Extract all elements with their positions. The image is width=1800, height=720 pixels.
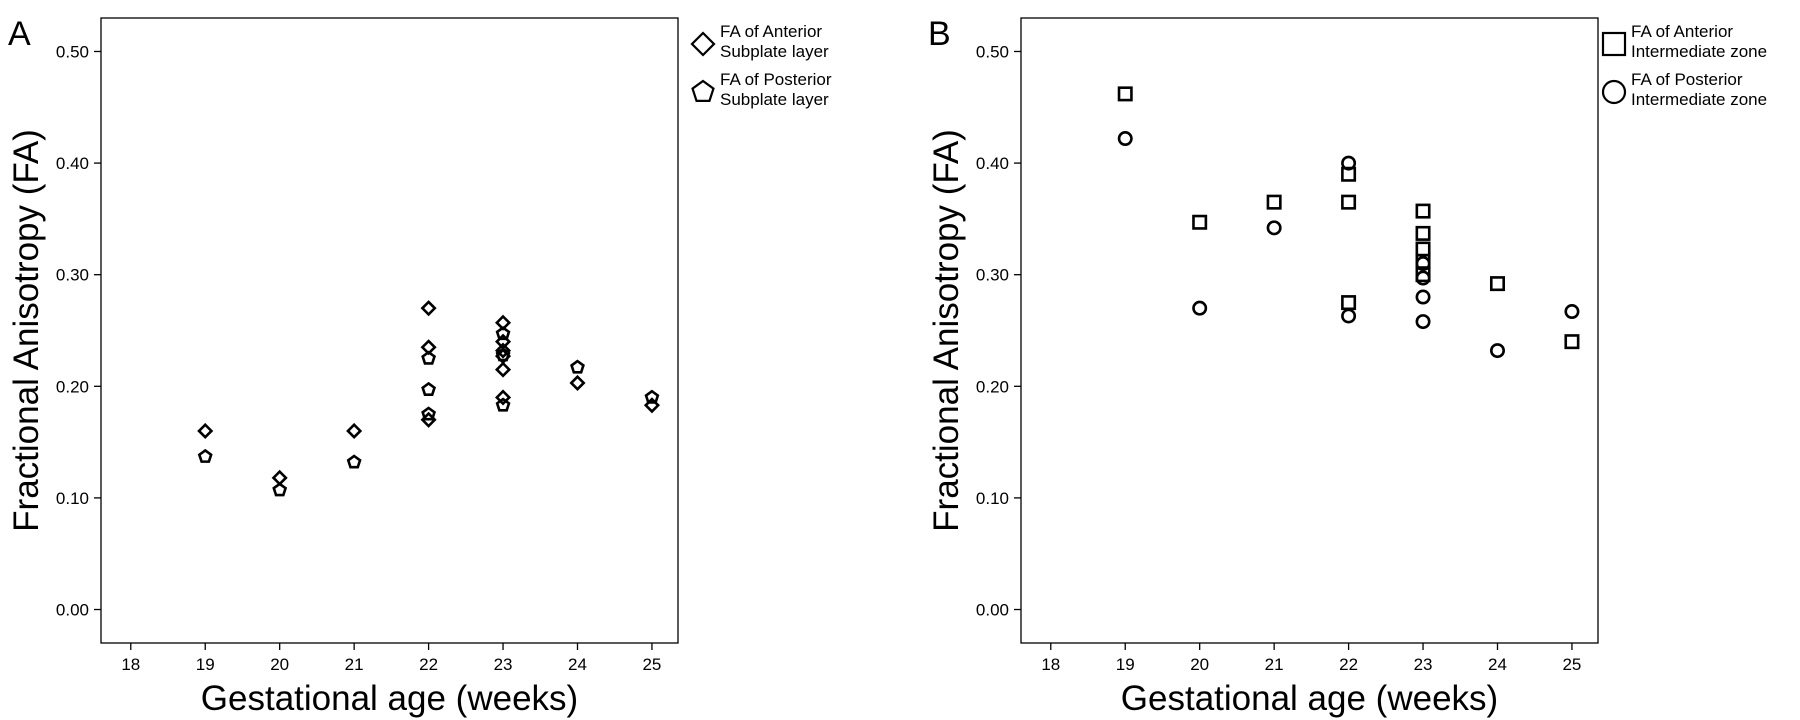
x-tick-label: 18 [1041,655,1060,674]
y-tick-label: 0.00 [976,601,1009,620]
legend-label: FA of Anterior [1631,22,1733,41]
data-point [421,381,437,396]
data-point [1415,225,1431,241]
y-tick-label: 0.30 [56,266,89,285]
legend-marker [690,31,716,57]
panel-a-letter: A [8,15,31,53]
data-point [197,448,213,463]
data-point [1415,241,1431,257]
y-tick-label: 0.30 [976,266,1009,285]
data-point [569,374,586,391]
data-point [644,389,660,404]
data-point [1341,194,1357,210]
x-axis-title: Gestational age (weeks) [1121,679,1498,718]
x-tick-label: 22 [1339,655,1358,674]
data-point [272,482,288,497]
data-point [1415,314,1431,330]
legend-marker [1601,31,1627,57]
data-point [1564,304,1580,320]
y-tick-label: 0.40 [56,154,89,173]
legend-label: Subplate layer [720,42,829,61]
data-point [1341,295,1357,311]
data-point [1415,289,1431,305]
y-tick-label: 0.10 [56,489,89,508]
plot-frame [100,17,679,644]
y-axis-title: Fractional Anisotropy (FA) [927,129,966,532]
series-pentagon [197,326,660,497]
x-tick-label: 24 [568,655,587,674]
x-tick-label: 21 [1265,655,1284,674]
x-tick-label: 20 [270,655,289,674]
y-tick-label: 0.20 [56,377,89,396]
data-point [495,347,511,362]
legend-label: Intermediate zone [1631,42,1767,61]
data-point [495,342,512,359]
data-point [421,406,437,421]
series-circle [1117,131,1580,359]
data-point [346,422,363,439]
plot-frame [1020,17,1599,644]
x-tick-label: 24 [1488,655,1507,674]
data-point [1341,155,1357,171]
legend-marker [691,79,715,103]
data-point [420,300,437,317]
data-point [346,454,362,469]
legend-label: FA of Anterior [720,22,822,41]
legend-label: FA of Posterior [1631,70,1743,89]
data-point [1415,270,1431,286]
data-point [495,397,511,412]
x-tick-label: 22 [419,655,438,674]
x-tick-label: 19 [196,655,215,674]
x-tick-label: 18 [121,655,140,674]
data-point [1266,220,1282,236]
y-tick-label: 0.20 [976,377,1009,396]
data-point [1489,343,1505,359]
legend-label: FA of Posterior [720,70,832,89]
data-point [1117,86,1133,102]
x-tick-label: 20 [1190,655,1209,674]
x-tick-label: 23 [1414,655,1433,674]
legend-label: Intermediate zone [1631,90,1767,109]
data-point [570,359,585,374]
x-tick-label: 19 [1116,655,1135,674]
data-point [495,361,512,378]
data-point [1192,214,1208,230]
data-point [1415,256,1431,272]
panel-a: A 0.00 0.10 0.20 0.30 0.40 0.50 18 19 20 21 22 23 24… [7,15,832,718]
data-point [1564,334,1580,350]
legend-marker [1601,79,1627,105]
data-point [271,469,288,486]
series-diamond [197,300,660,486]
data-point [1489,276,1505,292]
data-point [1117,131,1133,147]
data-point [1266,194,1282,210]
x-tick-label: 25 [1562,655,1581,674]
panel-b-letter: B [928,15,951,53]
data-point [495,389,512,406]
data-point [421,350,437,365]
data-point [197,422,214,439]
y-tick-label: 0.50 [976,42,1009,61]
data-point [1341,308,1357,324]
x-tick-label: 21 [345,655,364,674]
data-point [1415,203,1431,219]
series-square [1117,86,1580,350]
x-tick-label: 25 [642,655,661,674]
y-tick-label: 0.00 [56,601,89,620]
y-tick-label: 0.40 [976,154,1009,173]
data-point [1192,300,1208,316]
x-axis-title: Gestational age (weeks) [201,679,578,718]
data-point [495,326,511,341]
panel-b: B 0.00 0.10 0.20 0.30 0.40 0.50 18 19 20 21 22 23 24… [927,15,1767,718]
y-tick-label: 0.10 [976,489,1009,508]
legend-label: Subplate layer [720,90,829,109]
x-tick-label: 23 [494,655,513,674]
y-tick-label: 0.50 [56,42,89,61]
y-axis-title: Fractional Anisotropy (FA) [7,129,46,532]
